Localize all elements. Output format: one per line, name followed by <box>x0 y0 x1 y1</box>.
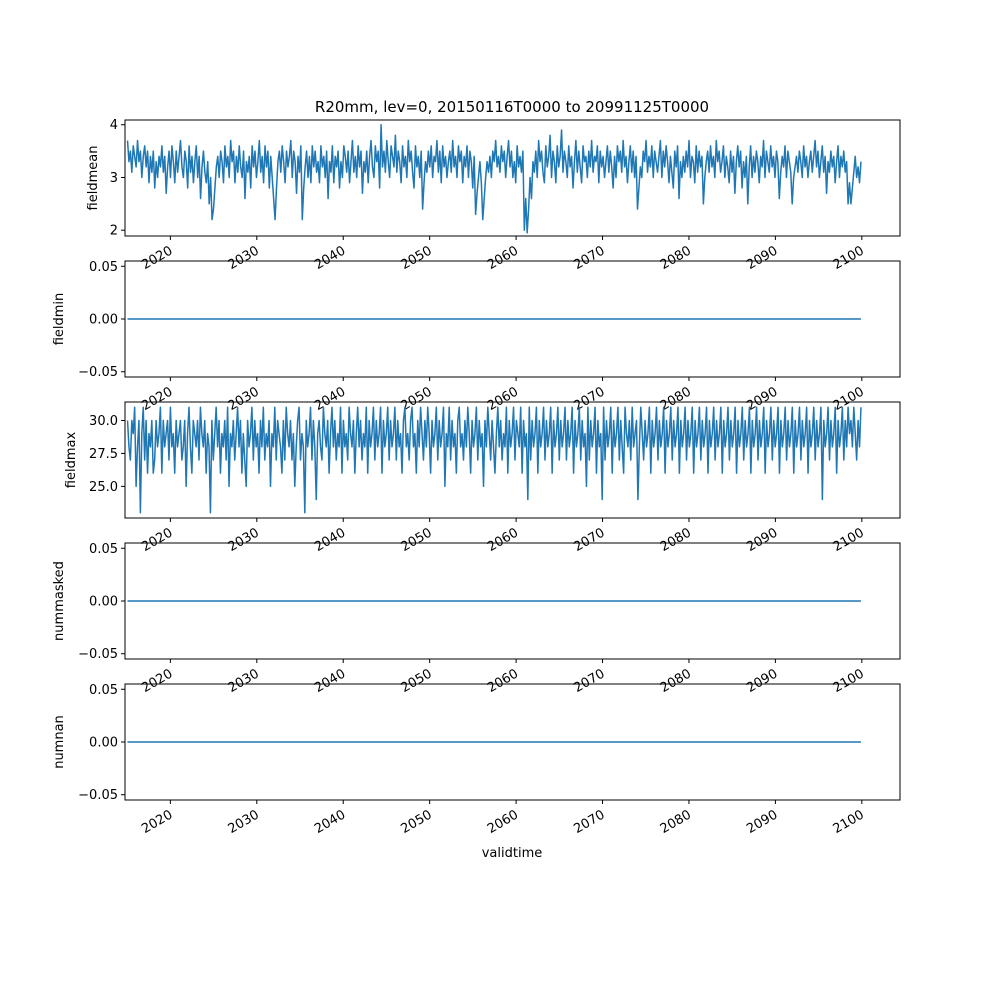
y-tick-label: −0.05 <box>78 647 118 662</box>
y-axis-label: fieldmean <box>86 146 101 211</box>
series-line-fieldmean <box>126 124 862 234</box>
y-tick-label: −0.05 <box>78 365 118 380</box>
y-axis-label: fieldmin <box>52 293 67 346</box>
y-tick-label: 4 <box>110 118 118 133</box>
axes-frame-fieldmax <box>124 401 901 519</box>
y-tick-label: 0.05 <box>89 542 118 557</box>
y-tick-label: 25.0 <box>89 480 118 495</box>
y-tick-label: 0.00 <box>89 313 118 328</box>
y-tick-label: 0.05 <box>89 260 118 275</box>
y-tick-label: 0.00 <box>89 736 118 751</box>
chart-title: R20mm, lev=0, 20150116T0000 to 20991125T… <box>315 98 709 116</box>
y-tick-label: 27.5 <box>89 447 118 462</box>
y-axis-label: fieldmax <box>64 432 79 489</box>
y-tick-label: 3 <box>110 171 118 186</box>
axes-frame-fieldmean <box>124 119 901 237</box>
y-tick-label: 0.05 <box>89 683 118 698</box>
y-tick-label: −0.05 <box>78 788 118 803</box>
y-tick-label: 30.0 <box>89 414 118 429</box>
y-axis-label: numnan <box>52 715 67 769</box>
x-axis-label: validtime <box>482 846 543 861</box>
y-tick-label: 2 <box>110 224 118 239</box>
y-axis-label: nummasked <box>52 561 67 641</box>
series-line-fieldmax <box>126 406 862 514</box>
y-tick-label: 0.00 <box>89 595 118 610</box>
